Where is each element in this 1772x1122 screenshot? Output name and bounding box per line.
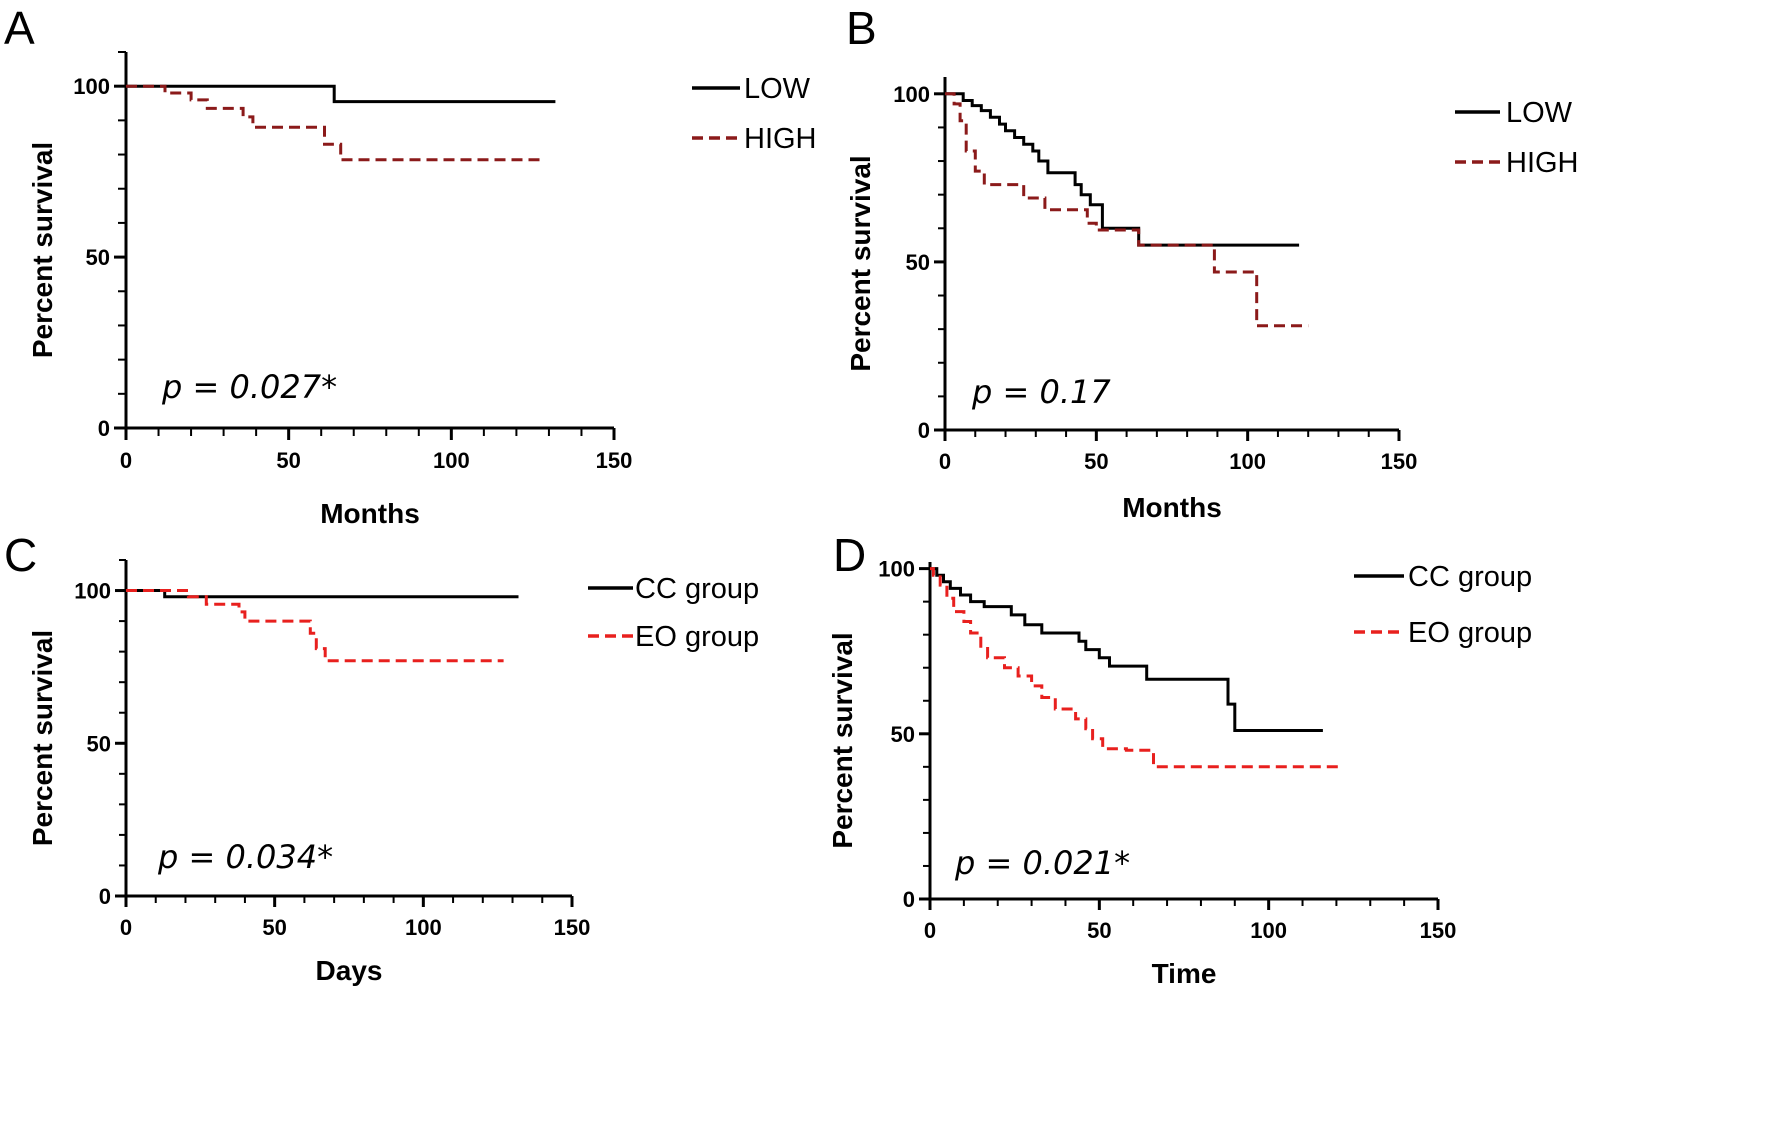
legend-label: HIGH [1506, 147, 1579, 179]
y-tick-label: 50 [891, 722, 915, 747]
x-tick-label: 100 [1229, 449, 1266, 474]
y-tick-label: 100 [893, 82, 930, 107]
y-axis-title: Percent survival [845, 155, 876, 371]
x-tick-label: 0 [939, 449, 951, 474]
chart-a: 0 50 100 150 0 50 100 Months Percent survival A LO… [4, 2, 817, 529]
panel-label-a: A [4, 2, 35, 54]
legend-label: EO group [635, 621, 759, 653]
legend-label: LOW [744, 73, 811, 105]
y-tick-label: 100 [74, 579, 111, 604]
p-value-annotation: p = 0.17 [971, 373, 1111, 411]
panel-label-c: C [4, 529, 37, 581]
series-line-high [945, 92, 1309, 328]
y-tick-label: 0 [98, 416, 110, 441]
y-axis-title: Percent survival [827, 632, 858, 848]
y-tick-label: 50 [86, 245, 110, 270]
x-axis-title: Time [1152, 958, 1217, 989]
panel-c: 0 50 100 150 0 50 100 Days Percent survival C CC g… [4, 529, 759, 986]
legend-label: CC group [1408, 561, 1532, 593]
x-axis-title: Days [316, 955, 383, 986]
x-tick-label: 50 [276, 448, 300, 473]
series-line-high [126, 84, 543, 162]
x-tick-label: 0 [120, 448, 132, 473]
y-tick-label: 0 [903, 887, 915, 912]
x-tick-label: 50 [262, 915, 286, 940]
legend-label: EO group [1408, 617, 1532, 649]
legend-label: LOW [1506, 97, 1573, 129]
x-tick-label: 150 [1381, 449, 1418, 474]
chart-c: 0 50 100 150 0 50 100 Days Percent survival C CC g… [4, 529, 759, 986]
x-tick-label: 0 [120, 915, 132, 940]
x-tick-label: 0 [924, 918, 936, 943]
series-line-eo-group [126, 589, 504, 663]
p-value-annotation: p = 0.021* [954, 844, 1130, 882]
y-axis-title: Percent survival [27, 142, 58, 358]
x-tick-label: 100 [1250, 918, 1287, 943]
x-tick-label: 100 [405, 915, 442, 940]
chart-b: 0 50 100 150 0 50 100 Months Percent survival B LO… [845, 2, 1579, 523]
series-line-low [945, 92, 1300, 247]
x-tick-label: 50 [1087, 918, 1111, 943]
x-tick-label: 150 [554, 915, 591, 940]
y-tick-label: 50 [87, 731, 111, 756]
x-axis-title: Months [320, 498, 420, 529]
panel-b: 0 50 100 150 0 50 100 Months Percent survival B LO… [0, 0, 1772, 540]
series-line-low [126, 84, 556, 104]
y-tick-label: 50 [906, 250, 930, 275]
series-line-cc-group [930, 567, 1323, 732]
x-axis-title: Months [1122, 492, 1222, 523]
panel-label-b: B [846, 2, 877, 54]
legend-label: CC group [635, 573, 759, 605]
y-tick-label: 0 [99, 884, 111, 909]
y-tick-label: 100 [73, 74, 110, 99]
panel-a: 0 50 100 150 0 50 100 Months Percent survival A LO… [0, 0, 886, 540]
series-line-eo-group [930, 567, 1344, 769]
x-tick-label: 150 [1420, 918, 1457, 943]
p-value-annotation: p = 0.034* [157, 838, 333, 876]
x-tick-label: 100 [433, 448, 470, 473]
x-tick-label: 50 [1084, 449, 1108, 474]
y-tick-label: 100 [878, 557, 915, 582]
legend-label: HIGH [744, 123, 817, 155]
x-tick-label: 150 [596, 448, 633, 473]
y-tick-label: 0 [918, 418, 930, 443]
p-value-annotation: p = 0.027* [161, 368, 337, 406]
panel-label-d: D [833, 529, 866, 581]
y-axis-title: Percent survival [27, 630, 58, 846]
